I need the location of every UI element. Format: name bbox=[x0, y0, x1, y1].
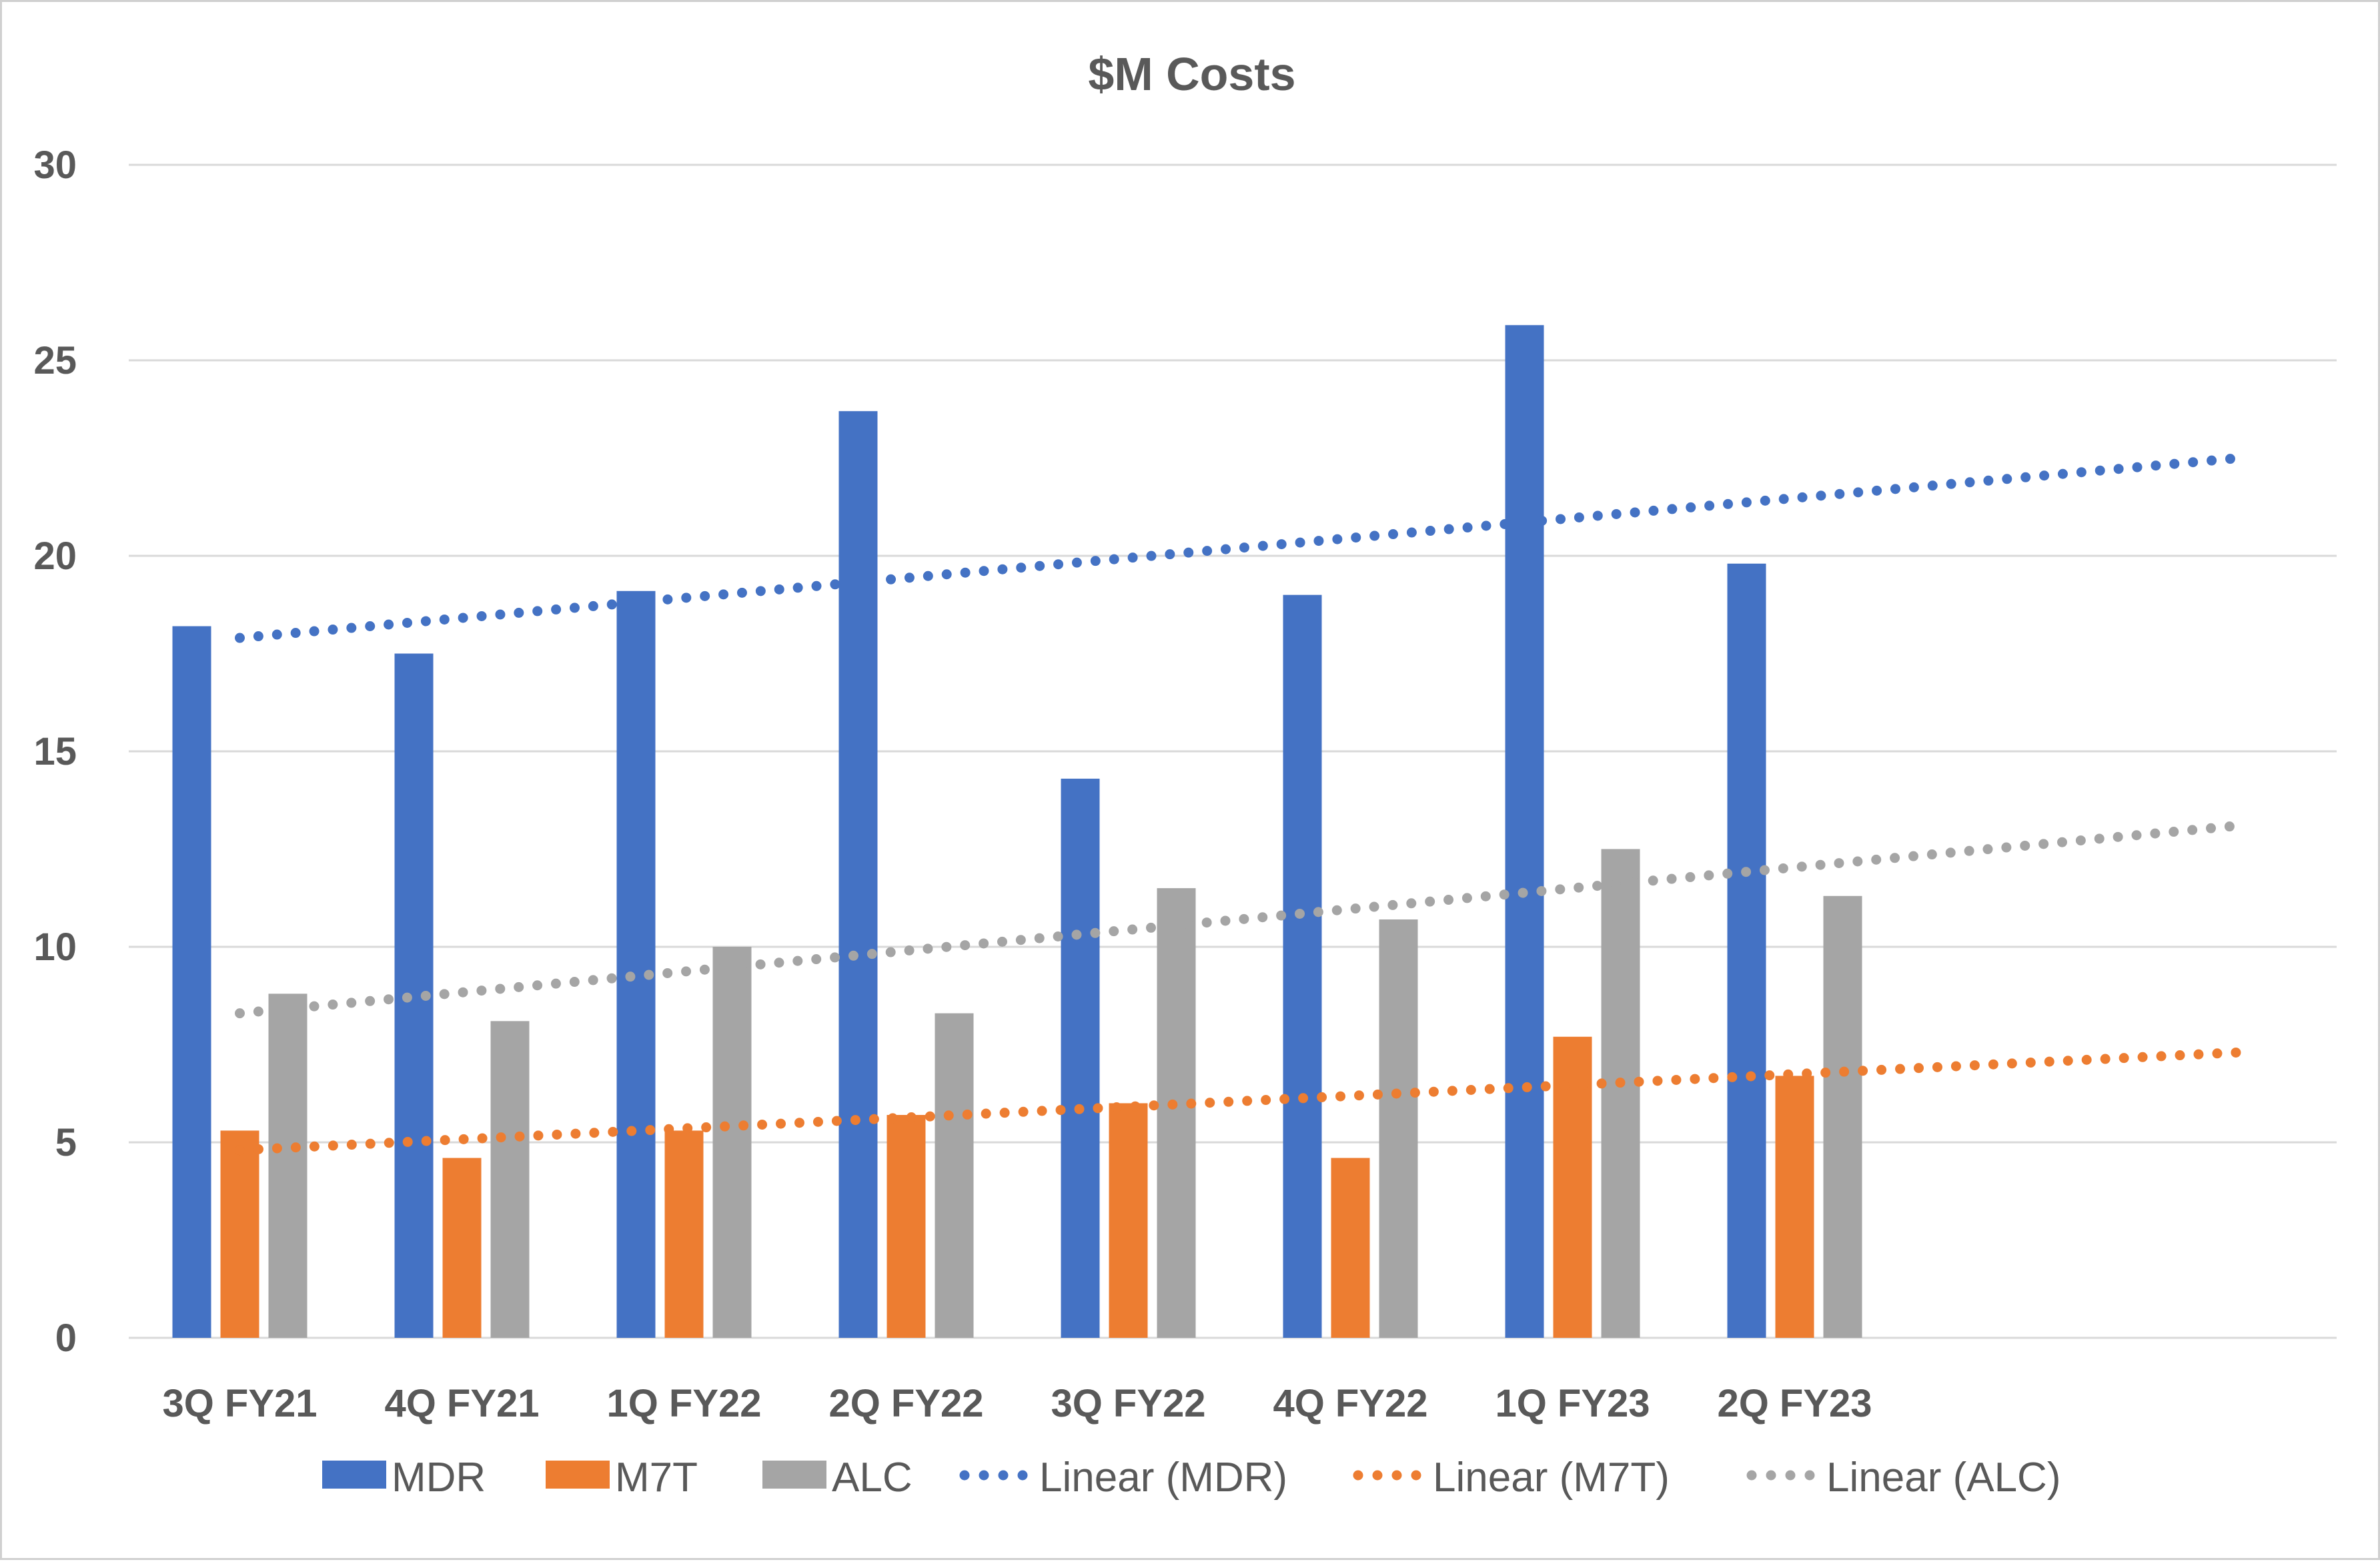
bar-alc-4 bbox=[935, 1013, 974, 1338]
chart-title: $M Costs bbox=[1088, 48, 1295, 100]
bar-mdr-8 bbox=[1727, 563, 1766, 1338]
bar-mdr-3 bbox=[616, 591, 656, 1338]
x-tick-label: 4Q FY22 bbox=[1273, 1382, 1427, 1425]
x-tick-label: 2Q FY22 bbox=[828, 1382, 983, 1425]
legend-label: Linear (M7T) bbox=[1433, 1455, 1670, 1501]
x-tick-label: 1Q FY23 bbox=[1495, 1382, 1650, 1425]
bar-alc-2 bbox=[490, 1021, 530, 1338]
bar-alc-5 bbox=[1157, 888, 1196, 1338]
bar-alc-7 bbox=[1601, 849, 1640, 1338]
bar-alc-8 bbox=[1823, 895, 1862, 1338]
bar-mdr-4 bbox=[838, 411, 878, 1338]
legend-label: ALC bbox=[832, 1455, 913, 1501]
x-tick-label: 3Q FY22 bbox=[1051, 1382, 1205, 1425]
y-axis-ticks: 0 5 10 15 20 25 30 bbox=[33, 143, 77, 1360]
bar-alc-3 bbox=[712, 947, 752, 1338]
y-tick-label: 5 bbox=[55, 1121, 77, 1164]
legend: MDR M7T ALC Linear (MDR) Linear (M7T) Linear … bbox=[322, 1455, 2060, 1501]
bar-m7t-1 bbox=[220, 1130, 259, 1338]
bars bbox=[172, 325, 1862, 1338]
legend-label: Linear (ALC) bbox=[1826, 1455, 2060, 1501]
x-axis-ticks: 3Q FY21 4Q FY21 1Q FY22 2Q FY22 3Q FY22 4Q FY… bbox=[162, 1382, 1872, 1425]
trendline-m7t bbox=[235, 1047, 2244, 1156]
bar-mdr-6 bbox=[1283, 595, 1322, 1338]
bar-m7t-2 bbox=[442, 1158, 482, 1338]
trendline-alc bbox=[235, 820, 2244, 1019]
bar-m7t-6 bbox=[1331, 1158, 1370, 1338]
bar-alc-1 bbox=[268, 994, 308, 1338]
bar-alc-6 bbox=[1379, 919, 1418, 1338]
legend-label: MDR bbox=[392, 1455, 486, 1501]
bar-m7t-5 bbox=[1109, 1103, 1148, 1338]
bar-mdr-1 bbox=[172, 626, 211, 1338]
legend-swatch-alc bbox=[762, 1461, 826, 1489]
legend-label: M7T bbox=[615, 1455, 698, 1501]
legend-swatch-m7t bbox=[546, 1461, 610, 1489]
y-tick-label: 25 bbox=[33, 339, 77, 382]
bar-m7t-4 bbox=[886, 1114, 926, 1338]
y-tick-label: 30 bbox=[33, 143, 77, 187]
bar-m7t-3 bbox=[664, 1130, 704, 1338]
bar-mdr-5 bbox=[1061, 779, 1100, 1338]
x-tick-label: 4Q FY21 bbox=[384, 1382, 539, 1425]
y-tick-label: 20 bbox=[33, 534, 77, 578]
trendlines bbox=[235, 453, 2244, 1156]
legend-label: Linear (MDR) bbox=[1039, 1455, 1287, 1501]
legend-swatch-mdr bbox=[322, 1461, 386, 1489]
y-tick-label: 15 bbox=[33, 730, 77, 773]
bar-mdr-7 bbox=[1505, 325, 1544, 1338]
y-tick-label: 0 bbox=[55, 1316, 77, 1360]
x-tick-label: 2Q FY23 bbox=[1717, 1382, 1872, 1425]
y-tick-label: 10 bbox=[33, 925, 77, 969]
x-tick-label: 1Q FY22 bbox=[606, 1382, 761, 1425]
x-tick-label: 3Q FY21 bbox=[162, 1382, 317, 1425]
trendline-mdr bbox=[235, 453, 2244, 643]
bar-m7t-8 bbox=[1775, 1076, 1814, 1338]
